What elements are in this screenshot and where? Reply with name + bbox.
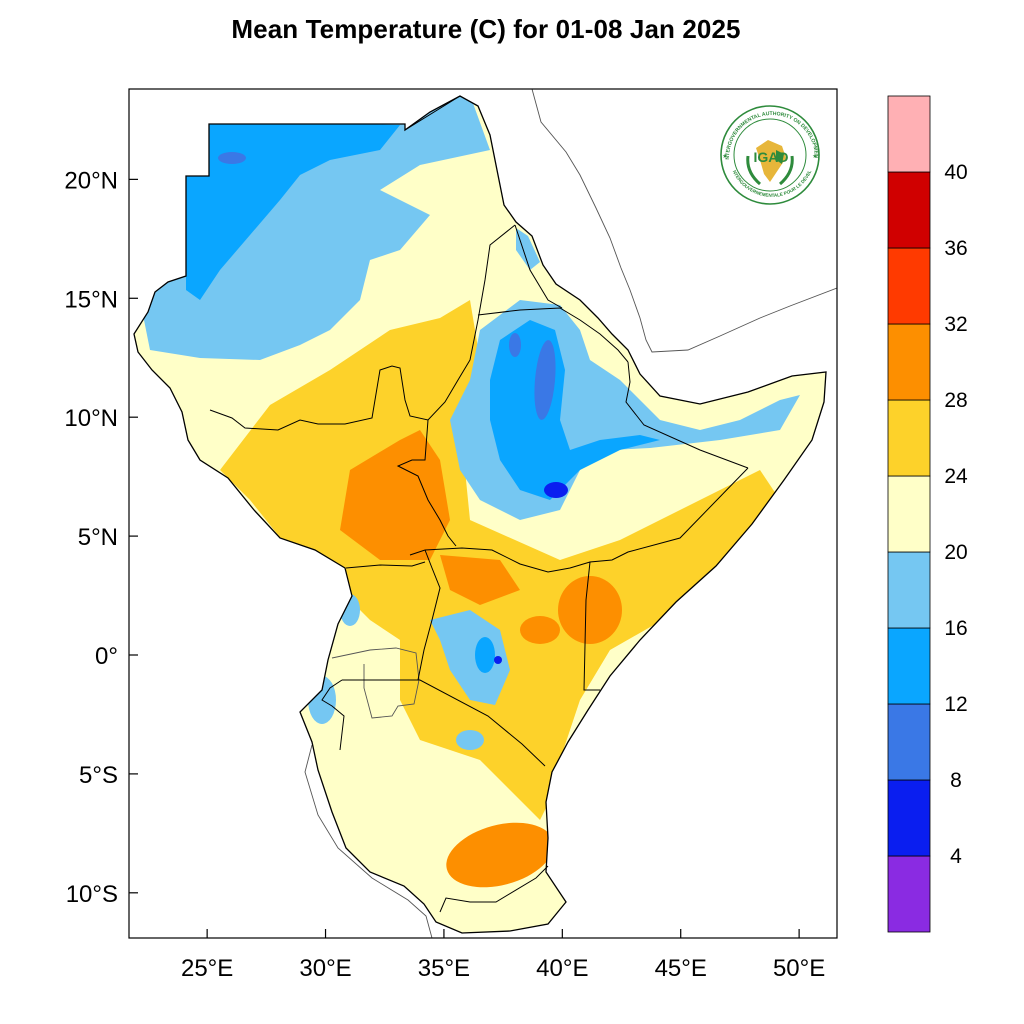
colorbar-label: 16	[944, 617, 967, 640]
x-tick-label: 40°E	[536, 955, 588, 982]
x-tick-label: 45°E	[655, 955, 707, 982]
y-axis-ticks: 20°N 15°N 10°N 5°N 0° 5°S 10°S	[64, 167, 138, 908]
y-tick-label: 20°N	[64, 167, 118, 194]
temperature-contour	[516, 228, 540, 270]
y-tick-label: 5°N	[78, 524, 118, 551]
colorbar-bin	[887, 703, 931, 781]
temperature-contour	[520, 616, 560, 644]
x-tick-label: 25°E	[181, 955, 233, 982]
y-tick-label: 15°N	[64, 286, 118, 313]
logo-star-icon: ★	[812, 153, 817, 160]
colorbar-bin	[887, 247, 931, 325]
x-axis-ticks: 25°E 30°E 35°E 40°E 45°E 50°E	[181, 929, 825, 982]
neighbour-coastlines	[304, 89, 837, 938]
colorbar-label: 12	[944, 693, 967, 716]
colorbar-label: 4	[950, 845, 962, 868]
temperature-contour	[456, 730, 484, 750]
temperature-contour	[430, 610, 510, 705]
x-tick-label: 35°E	[418, 955, 470, 982]
colorbar-bin	[887, 551, 931, 629]
national-borders	[185, 95, 749, 913]
temperature-contour	[475, 637, 495, 673]
y-tick-label: 10°N	[64, 405, 118, 432]
logo-africa-icon	[756, 140, 786, 182]
colorbar: 4 8 12 16 20 24 28 32 36 40	[887, 95, 968, 933]
temperature-contour	[509, 333, 521, 357]
colorbar-bin	[887, 627, 931, 705]
colorbar-label: 20	[944, 541, 967, 564]
temperature-contour	[544, 482, 568, 498]
colorbar-bin	[887, 399, 931, 477]
region-coastline	[133, 95, 827, 934]
x-tick-label: 30°E	[299, 955, 351, 982]
temperature-contour	[186, 120, 400, 300]
logo-laurel-icon	[746, 155, 794, 186]
colorbar-label: 32	[944, 313, 967, 336]
colorbar-label: 28	[944, 389, 967, 412]
colorbar-label: 36	[944, 237, 967, 260]
x-tick-label: 50°E	[773, 955, 825, 982]
logo-horn-icon	[776, 150, 784, 164]
colorbar-bin	[887, 95, 931, 173]
colorbar-label: 40	[944, 161, 967, 184]
map-frame	[128, 88, 838, 939]
colorbar-bin	[887, 171, 931, 249]
colorbar-label: 24	[944, 465, 968, 488]
logo-star-icon: ★	[722, 153, 727, 160]
temperature-contour	[446, 822, 554, 888]
temperature-contour	[494, 656, 502, 664]
temperature-contour	[340, 430, 450, 560]
colorbar-bin	[887, 475, 931, 553]
logo-name: IGAD	[754, 149, 789, 165]
temperature-contour	[558, 576, 622, 644]
y-tick-label: 5°S	[79, 762, 118, 789]
colorbar-bin	[887, 855, 931, 933]
y-tick-label: 10°S	[66, 881, 118, 908]
colorbar-bin	[887, 323, 931, 401]
temperature-contour	[534, 340, 556, 420]
page-title: Mean Temperature (C) for 01-08 Jan 2025	[231, 14, 741, 44]
temperature-contour	[218, 152, 246, 164]
colorbar-bin	[887, 779, 931, 857]
temperature-contour	[490, 320, 660, 500]
temperature-contour	[440, 555, 520, 605]
y-tick-label: 0°	[95, 643, 118, 670]
colorbar-label: 8	[950, 769, 962, 792]
